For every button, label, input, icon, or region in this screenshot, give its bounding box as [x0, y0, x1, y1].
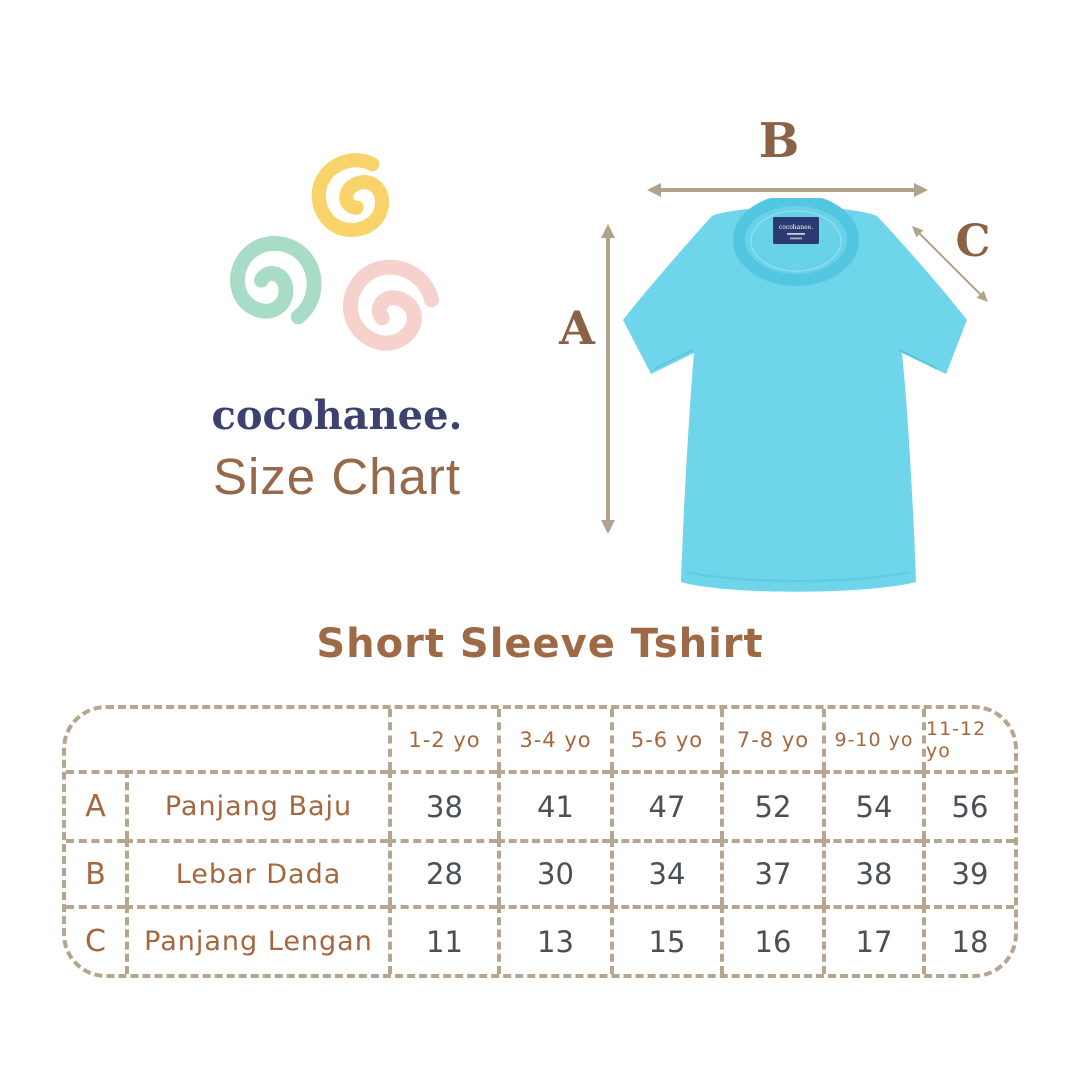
row-a-label: Panjang Baju	[125, 770, 388, 839]
table-cell-b-3: 34	[610, 839, 720, 905]
row-a-letter: A	[66, 770, 125, 839]
tshirt-image: cocohanee.	[623, 198, 967, 592]
table-cell-c-6: 18	[922, 905, 1014, 974]
column-header-7-8yo: 7-8 yo	[720, 709, 822, 770]
size-table: 1-2 yo 3-4 yo 5-6 yo 7-8 yo 9-10 yo 11-1…	[62, 705, 1018, 978]
table-corner-cell	[66, 709, 388, 770]
brand-wordmark: cocohanee.	[211, 392, 463, 439]
arrow-c-sleeve	[912, 226, 988, 302]
table-cell-b-5: 38	[822, 839, 922, 905]
table-cell-c-4: 16	[720, 905, 822, 974]
table-cell-c-1: 11	[388, 905, 497, 974]
product-title: Short Sleeve Tshirt	[316, 621, 764, 667]
table-cell-c-2: 13	[497, 905, 610, 974]
tshirt-body	[623, 207, 967, 592]
measure-letter-b: B	[758, 113, 800, 169]
swirl-pink-icon	[343, 259, 439, 351]
arrow-b-width	[647, 183, 928, 197]
table-cell-a-2: 41	[497, 770, 610, 839]
table-cell-a-1: 38	[388, 770, 497, 839]
row-c-label: Panjang Lengan	[125, 905, 388, 974]
table-cell-c-5: 17	[822, 905, 922, 974]
table-cell-a-3: 47	[610, 770, 720, 839]
column-header-11-12yo: 11-12 yo	[922, 709, 1014, 770]
measure-letter-c: C	[955, 216, 991, 267]
row-b-label: Lebar Dada	[125, 839, 388, 905]
table-cell-a-4: 52	[720, 770, 822, 839]
swirl-mint-icon	[230, 236, 322, 325]
table-cell-b-6: 39	[922, 839, 1014, 905]
column-header-5-6yo: 5-6 yo	[610, 709, 720, 770]
column-header-9-10yo: 9-10 yo	[822, 709, 922, 770]
column-header-3-4yo: 3-4 yo	[497, 709, 610, 770]
collar-label-text: cocohanee.	[779, 224, 813, 231]
row-c-letter: C	[66, 905, 125, 974]
swirl-yellow-icon	[311, 153, 389, 237]
arrow-a-length	[601, 224, 615, 534]
table-cell-b-4: 37	[720, 839, 822, 905]
measure-letter-a: A	[559, 301, 595, 355]
table-cell-b-2: 30	[497, 839, 610, 905]
logo-swirls-icon	[230, 153, 439, 351]
table-cell-c-3: 15	[610, 905, 720, 974]
table-cell-a-5: 54	[822, 770, 922, 839]
collar-label: cocohanee.	[773, 217, 819, 244]
column-header-1-2yo: 1-2 yo	[388, 709, 497, 770]
table-cell-a-6: 56	[922, 770, 1014, 839]
table-cell-b-1: 28	[388, 839, 497, 905]
row-b-letter: B	[66, 839, 125, 905]
page-title: Size Chart	[212, 448, 462, 505]
